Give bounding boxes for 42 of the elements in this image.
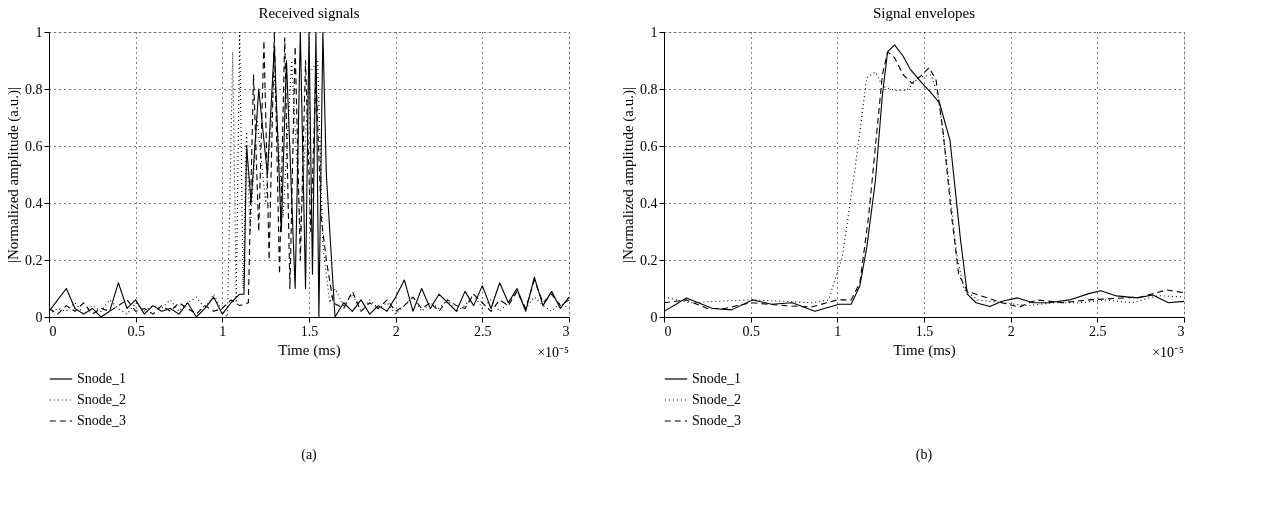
x-tick-label: 2	[1007, 323, 1015, 339]
x-axis-title: Time (ms)	[893, 341, 956, 359]
x-tick-label: 0.5	[742, 323, 760, 339]
legend-label: Snode_1	[77, 371, 126, 386]
x-tick-label: 2	[392, 323, 400, 339]
x-tick-label: 1	[219, 323, 227, 339]
y-tick-label: 0.6	[640, 138, 658, 154]
chart-title: Received signals	[258, 5, 360, 21]
x-tick-label: 1.5	[915, 323, 934, 339]
x-tick-label: 1	[834, 323, 842, 339]
legend-label: Snode_1	[692, 371, 741, 386]
y-tick-label: 0	[35, 309, 43, 325]
y-tick-label: 0.4	[640, 195, 658, 211]
text: (b)	[915, 447, 933, 463]
y-tick-label: 0.2	[25, 252, 43, 268]
y-axis-title: |Normalized amplitude (a.u.)|	[620, 87, 637, 263]
x-tick-label: 1.5	[300, 323, 319, 339]
x-tick-label: 3	[1177, 323, 1185, 339]
y-tick-label: 0.6	[25, 138, 43, 154]
x-tick-label: 0.5	[127, 323, 145, 339]
text: (a)	[301, 447, 318, 463]
legend-label: Snode_2	[692, 392, 741, 407]
y-tick-label: 1	[650, 24, 658, 40]
legend-label: Snode_3	[77, 413, 126, 428]
x-tick-label: 0	[49, 323, 57, 339]
y-tick-label: 0.4	[25, 195, 43, 211]
y-tick-label: 0.8	[25, 81, 43, 97]
y-tick-label: 0.8	[640, 81, 658, 97]
x-tick-label: 0	[664, 323, 672, 339]
legend-label: Snode_3	[692, 413, 741, 428]
legend-label: Snode_2	[77, 392, 126, 407]
text: ×10⁻⁵	[1152, 345, 1185, 360]
x-tick-label: 2.5	[474, 323, 492, 339]
y-axis-title: |Normalized amplitude (a.u.)|	[5, 87, 22, 263]
y-tick-label: 0	[650, 309, 658, 325]
y-tick-label: 1	[35, 24, 43, 40]
chart-title: Signal envelopes	[872, 5, 976, 21]
text: ×10⁻⁵	[537, 345, 570, 360]
y-tick-label: 0.2	[640, 252, 658, 268]
x-axis-title: Time (ms)	[278, 341, 341, 359]
x-tick-label: 3	[562, 323, 570, 339]
x-tick-label: 2.5	[1089, 323, 1107, 339]
